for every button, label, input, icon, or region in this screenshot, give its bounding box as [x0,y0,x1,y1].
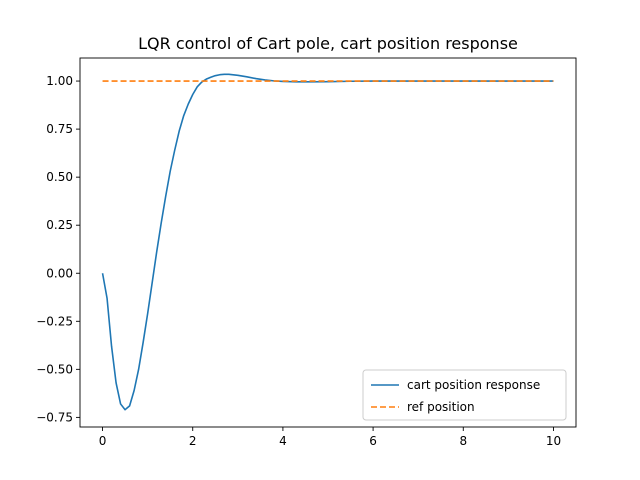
y-tick-label: 0.75 [46,122,73,136]
y-tick-label: −0.25 [36,314,73,328]
legend-label-cart-position-response: cart position response [407,378,540,392]
x-tick-label: 4 [279,434,287,448]
axes-frame [79,57,577,428]
x-tick-label: 8 [459,434,467,448]
x-tick-label: 10 [546,434,561,448]
chart-title: LQR control of Cart pole, cart position … [138,34,518,53]
x-tick-label: 0 [99,434,107,448]
y-tick-label: 0.25 [46,218,73,232]
y-tick-label: 0.50 [46,170,73,184]
axes: 0 2 4 6 8 10 −0.75 −0.50 −0.25 0.00 0.25 0.50 0.75 1.… [36,57,577,448]
legend: cart position response ref position [362,369,567,421]
x-tick-label: 2 [189,434,197,448]
y-tick-label: −0.75 [36,410,73,424]
plot-area [101,73,554,411]
series-line-cart-position-response [101,73,554,411]
x-tick-label: 6 [369,434,377,448]
legend-label-ref-position: ref position [407,400,475,414]
legend-box [362,369,567,421]
y-tick-label: −0.50 [36,362,73,376]
y-tick-label: 0.00 [46,266,73,280]
y-tick-label: 1.00 [46,74,73,88]
